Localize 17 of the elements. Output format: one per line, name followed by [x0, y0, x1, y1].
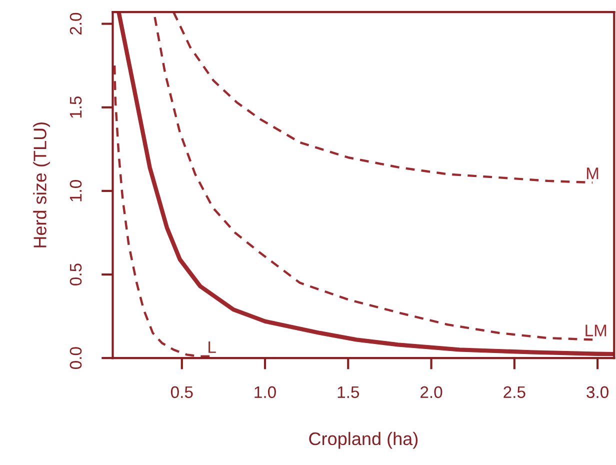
x-tick-label: 1.5	[338, 386, 360, 398]
line-series	[116, 12, 614, 356]
x-tick-label: 2.5	[504, 386, 526, 398]
y-axis-title: Herd size (TLU)	[33, 122, 50, 248]
x-tick-label: 0.5	[170, 386, 193, 398]
y-tick-label: 0.5	[70, 264, 82, 286]
x-axis-title: Cropland (ha)	[309, 432, 418, 449]
x-tick-label: 1.0	[254, 386, 276, 398]
annotation: L	[208, 341, 216, 353]
annotation: LM	[586, 324, 606, 336]
y-tick-label: 1.0	[70, 180, 82, 202]
y-tick-label: 0.0	[70, 347, 82, 369]
x-tick-label: 2.0	[420, 386, 442, 398]
x-tick-label: 3.0	[586, 386, 608, 398]
y-tick-label: 2.0	[70, 12, 82, 35]
annotation: M	[586, 168, 598, 180]
y-tick-label: 1.5	[70, 96, 82, 118]
